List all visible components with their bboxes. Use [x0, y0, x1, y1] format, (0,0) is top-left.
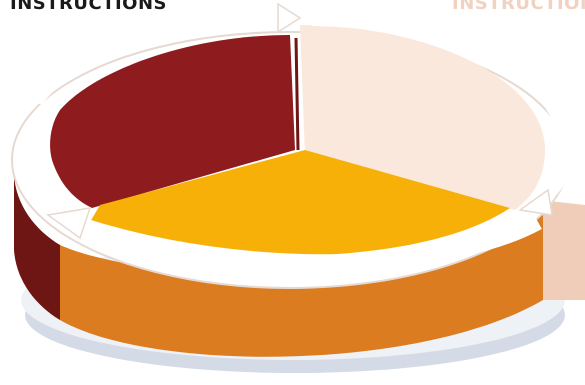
front-cycle-arrow-band — [77, 214, 542, 271]
top-cycle-arrowhead — [277, 2, 302, 34]
top-cycle-arrow-band — [28, 10, 286, 106]
front-cycle-arrowhead — [46, 207, 92, 240]
right-instructions-label: INSTRUCTIONS — [452, 0, 585, 14]
front-segment-top — [90, 150, 510, 256]
back-left-segment-side — [14, 175, 60, 320]
left-instructions-label: INSTRUCTIONS — [10, 0, 167, 14]
right-cycle-arrowhead — [518, 188, 553, 216]
back-right-segment-side — [540, 200, 585, 300]
back-left-segment-top — [50, 35, 295, 208]
back-left-inner-edge — [294, 37, 300, 151]
right-cycle-arrow-band — [311, 10, 574, 210]
back-right-segment-top — [300, 25, 545, 210]
